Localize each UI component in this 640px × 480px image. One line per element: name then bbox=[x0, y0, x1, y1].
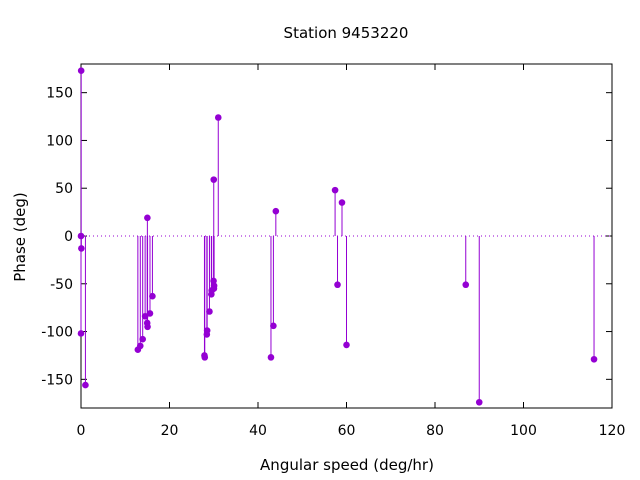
y-tick-label: 50 bbox=[55, 181, 73, 197]
data-point bbox=[462, 281, 470, 289]
x-axis-label: Angular speed (deg/hr) bbox=[260, 456, 434, 474]
data-point bbox=[272, 207, 280, 215]
x-tick-label: 20 bbox=[161, 423, 179, 439]
x-tick-label: 80 bbox=[426, 423, 444, 439]
x-tick-label: 0 bbox=[77, 423, 86, 439]
data-point bbox=[149, 292, 156, 300]
y-tick-label: -150 bbox=[41, 372, 73, 388]
y-tick-label: 150 bbox=[46, 86, 73, 102]
data-point bbox=[78, 245, 85, 252]
data-point bbox=[214, 114, 222, 121]
y-tick-label: 0 bbox=[64, 229, 73, 245]
y-axis-label: Phase (deg) bbox=[11, 192, 29, 282]
data-point bbox=[331, 186, 339, 194]
x-tick-label: 100 bbox=[510, 423, 537, 439]
chart-title: Station 9453220 bbox=[284, 24, 409, 42]
data-point bbox=[270, 322, 277, 330]
data-point bbox=[203, 327, 211, 334]
y-tick-label: 100 bbox=[46, 133, 73, 149]
data-point bbox=[267, 354, 275, 361]
data-point bbox=[77, 67, 85, 74]
x-tick-label: 120 bbox=[599, 423, 626, 439]
data-point bbox=[144, 323, 151, 331]
y-tick-label: -50 bbox=[50, 277, 73, 293]
y-tick-label: -100 bbox=[41, 325, 73, 341]
data-point bbox=[139, 335, 146, 343]
data-point bbox=[206, 308, 213, 315]
data-point bbox=[334, 281, 341, 289]
data-point bbox=[210, 176, 218, 183]
plot-area: 0 20 40 60 80 100 120 -150 -100 -50 0 50 100 150 bbox=[41, 63, 626, 439]
x-tick-label: 60 bbox=[338, 423, 356, 439]
data-point bbox=[338, 199, 346, 206]
data-point bbox=[210, 282, 218, 289]
x-tick-label: 40 bbox=[249, 423, 267, 439]
data-point bbox=[201, 354, 209, 361]
data-point bbox=[144, 214, 151, 222]
data-point bbox=[82, 381, 89, 389]
data-point bbox=[590, 355, 598, 363]
data-point bbox=[136, 342, 144, 350]
data-point bbox=[77, 330, 85, 337]
data-point bbox=[343, 341, 350, 349]
data-point bbox=[146, 310, 154, 317]
data-point bbox=[475, 398, 483, 406]
